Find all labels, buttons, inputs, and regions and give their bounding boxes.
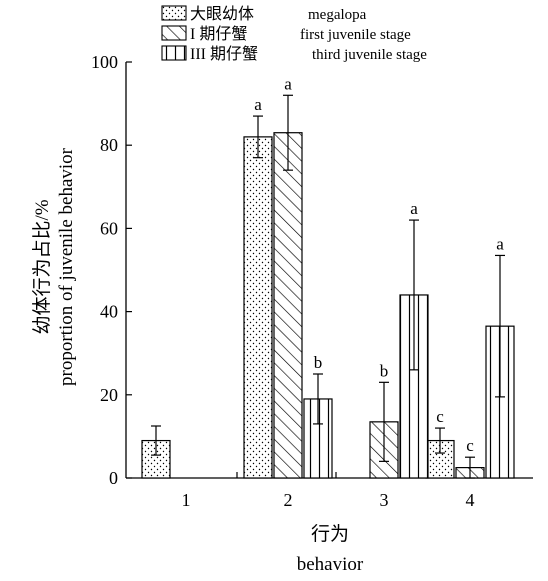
- bar: [273, 132, 303, 479]
- significance-label: a: [284, 74, 292, 93]
- legend-label-en: third juvenile stage: [312, 47, 427, 63]
- x-tick-label: 2: [284, 490, 293, 510]
- legend-swatch: [161, 5, 187, 21]
- significance-label: b: [380, 361, 389, 380]
- bars: a c a b c b a a: [141, 74, 515, 479]
- legend-swatch: [161, 45, 187, 61]
- y-tick-label: 40: [100, 302, 118, 322]
- legend-label: III 期仔蟹: [190, 45, 258, 63]
- legend-label: I 期仔蟹: [190, 25, 247, 43]
- y-tick-label: 60: [100, 218, 118, 238]
- x-axis-label-en: behavior: [297, 554, 364, 575]
- y-axis-label-zh: 幼体行为占比/%: [31, 199, 53, 334]
- significance-label: c: [466, 436, 474, 455]
- legend-label-en: megalopa: [308, 7, 367, 23]
- legend-label: 大眼幼体: [190, 5, 254, 23]
- x-tick-label: 3: [380, 490, 389, 510]
- y-axis-label-en: proportion of juvenile behavior: [56, 147, 77, 386]
- significance-label: a: [410, 199, 418, 218]
- y-axis: 0 20 40 60 80 100: [91, 52, 132, 488]
- legend-label-en: first juvenile stage: [300, 27, 411, 43]
- y-tick-label: 20: [100, 385, 118, 405]
- legend: 大眼幼体 megalopa I 期仔蟹 first juvenile stage III…: [161, 5, 427, 63]
- legend-swatch: [161, 25, 187, 41]
- significance-label: a: [496, 234, 504, 253]
- y-tick-label: 80: [100, 135, 118, 155]
- y-tick-label: 100: [91, 52, 118, 72]
- x-tick-label: 1: [182, 490, 191, 510]
- y-tick-label: 0: [109, 468, 118, 488]
- x-axis-label-zh: 行为: [311, 523, 349, 545]
- bar: [243, 136, 273, 479]
- x-tick-label: 4: [466, 490, 475, 510]
- significance-label: b: [314, 353, 323, 372]
- significance-label: c: [436, 407, 444, 426]
- significance-label: a: [254, 95, 262, 114]
